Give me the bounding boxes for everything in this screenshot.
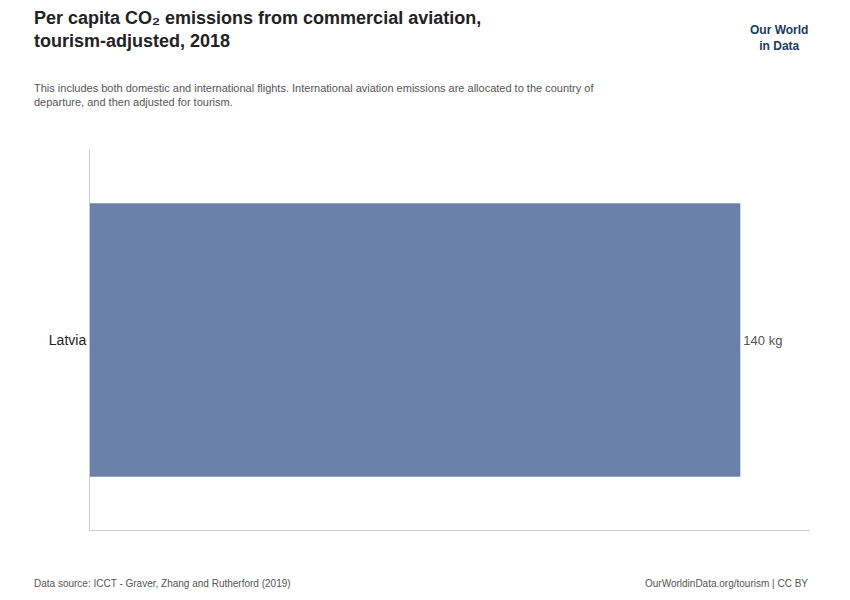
svg-text:This includes both domestic an: This includes both domestic and internat…	[34, 82, 594, 108]
svg-text:140 kg: 140 kg	[743, 333, 782, 348]
svg-text:OurWorldinData.org/tourism | C: OurWorldinData.org/tourism | CC BY	[645, 578, 808, 589]
svg-text:Per capita CO₂ emissions from: Per capita CO₂ emissions from commercial…	[34, 8, 481, 51]
svg-text:Our Worldin Data: Our Worldin Data	[750, 23, 808, 53]
svg-text:Latvia: Latvia	[49, 332, 87, 348]
svg-text:Data source: ICCT - Graver, Zh: Data source: ICCT - Graver, Zhang and Ru…	[34, 578, 291, 589]
